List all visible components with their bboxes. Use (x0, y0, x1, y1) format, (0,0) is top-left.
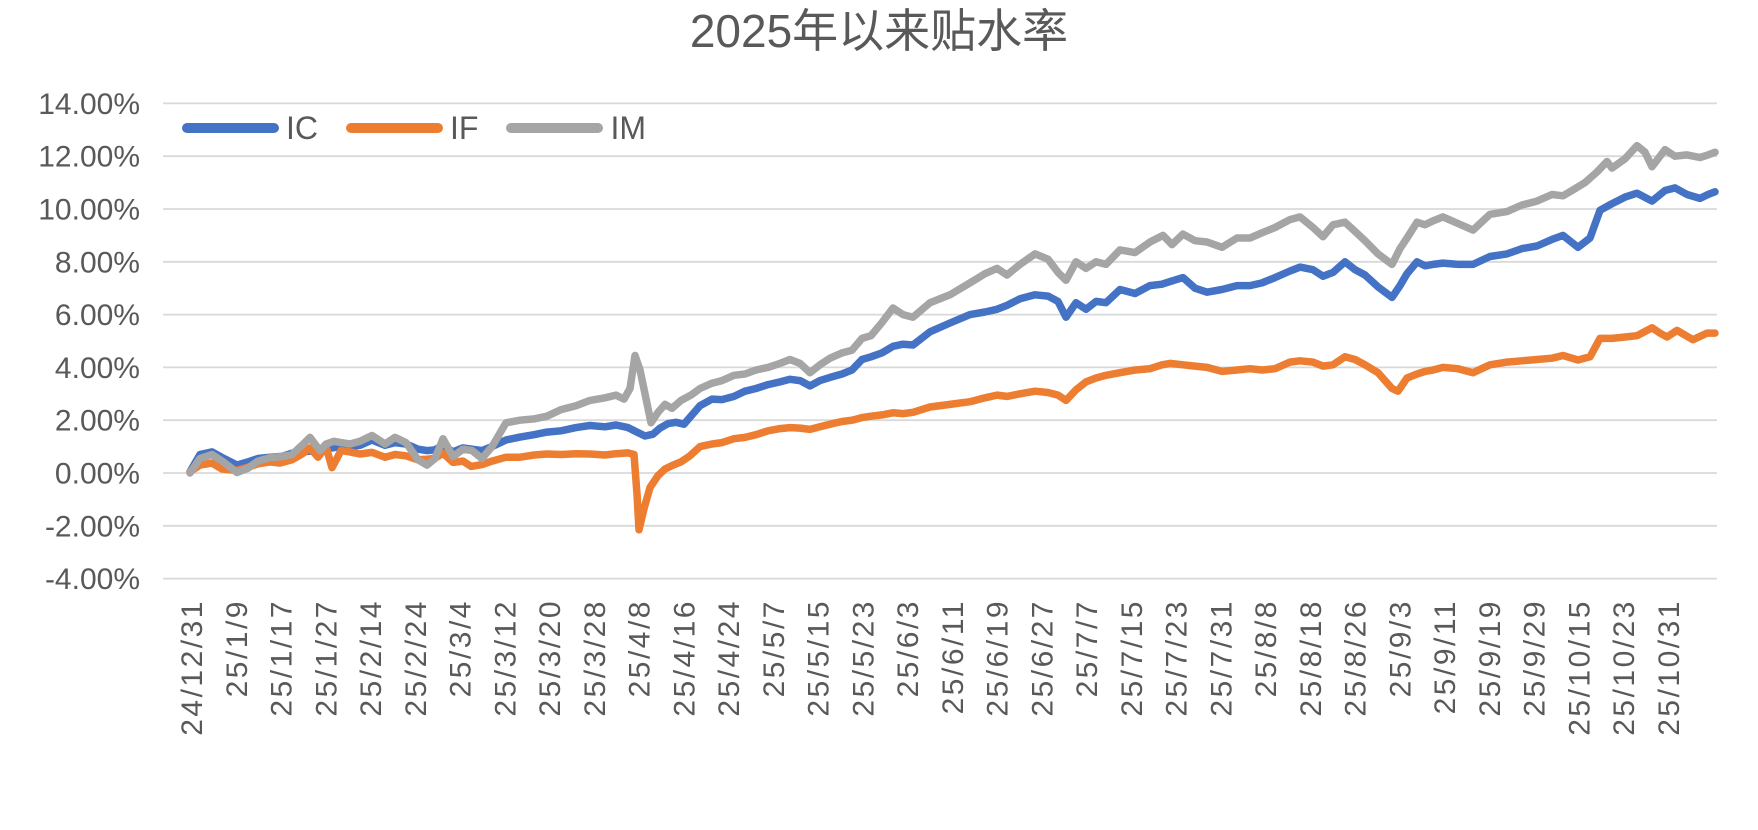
x-axis-label: 25/9/3 (1384, 599, 1417, 697)
x-axis-label: 25/8/18 (1295, 599, 1328, 717)
x-axis-label: 25/6/3 (892, 599, 925, 697)
y-axis-label: 10.00% (38, 194, 140, 227)
y-axis-label: 6.00% (55, 299, 140, 332)
y-axis-label: 14.00% (38, 88, 140, 121)
x-axis-label: 25/7/15 (1116, 599, 1149, 717)
legend-item-ic: IC (182, 112, 318, 144)
y-axis-label: 8.00% (55, 246, 140, 279)
x-axis-label: 25/1/17 (266, 599, 299, 717)
x-axis-label: 25/9/29 (1519, 599, 1552, 717)
x-axis-label: 25/6/27 (1026, 599, 1059, 717)
x-axis-label: 25/2/24 (400, 599, 433, 717)
y-axis-label: 12.00% (38, 141, 140, 174)
y-axis-label: -4.00% (45, 563, 140, 596)
x-axis-label: 25/3/12 (489, 599, 522, 717)
y-axis-label: 0.00% (55, 458, 140, 491)
y-axis-label: -2.00% (45, 510, 140, 543)
x-axis-label: 25/10/31 (1653, 599, 1686, 736)
x-axis-label: 24/12/31 (176, 599, 209, 736)
x-axis-label: 25/9/11 (1429, 599, 1462, 714)
x-axis-label: 25/7/23 (1161, 599, 1194, 717)
x-axis-label: 25/8/26 (1340, 599, 1373, 717)
x-axis-label: 25/3/28 (579, 599, 612, 717)
series-line-IM (186, 141, 1719, 477)
x-axis-label: 25/4/16 (668, 599, 701, 717)
x-axis-label: 25/5/23 (847, 599, 880, 717)
x-axis-label: 25/1/27 (310, 599, 343, 717)
legend: IC IF IM (182, 112, 646, 144)
x-axis-label: 25/10/23 (1608, 599, 1641, 736)
x-axis-label: 25/3/4 (445, 599, 478, 697)
x-axis-label: 25/4/24 (713, 599, 746, 717)
x-axis-label: 25/1/9 (221, 599, 254, 697)
y-axis-label: 2.00% (55, 405, 140, 438)
x-axis-label: 25/5/15 (803, 599, 836, 717)
x-axis-label: 25/2/14 (355, 599, 388, 717)
x-axis-label: 25/6/11 (937, 599, 970, 714)
legend-swatch-im-icon (506, 123, 604, 133)
legend-swatch-ic-icon (182, 123, 279, 133)
chart-title: 2025年以来贴水率 (689, 5, 1069, 57)
legend-item-im: IM (506, 112, 646, 144)
legend-label-if: IF (450, 110, 479, 146)
legend-label-im: IM (610, 110, 646, 146)
series-line-IF (186, 324, 1719, 534)
x-axis-label: 25/3/20 (534, 599, 567, 717)
x-axis-label: 25/7/31 (1205, 599, 1238, 717)
legend-swatch-if-icon (346, 123, 443, 133)
x-axis-label: 25/7/7 (1071, 599, 1104, 697)
x-axis-label: 25/9/19 (1474, 599, 1507, 717)
legend-item-if: IF (346, 112, 478, 144)
x-axis-label: 25/6/19 (982, 599, 1015, 717)
x-axis-label: 25/8/8 (1250, 599, 1283, 697)
series-line-IC (186, 184, 1719, 476)
legend-label-ic: IC (286, 110, 318, 146)
x-axis-label: 25/4/8 (624, 599, 657, 697)
y-axis-label: 4.00% (55, 352, 140, 385)
x-axis-label: 25/5/7 (758, 599, 791, 697)
x-axis-label: 25/10/15 (1563, 599, 1596, 736)
